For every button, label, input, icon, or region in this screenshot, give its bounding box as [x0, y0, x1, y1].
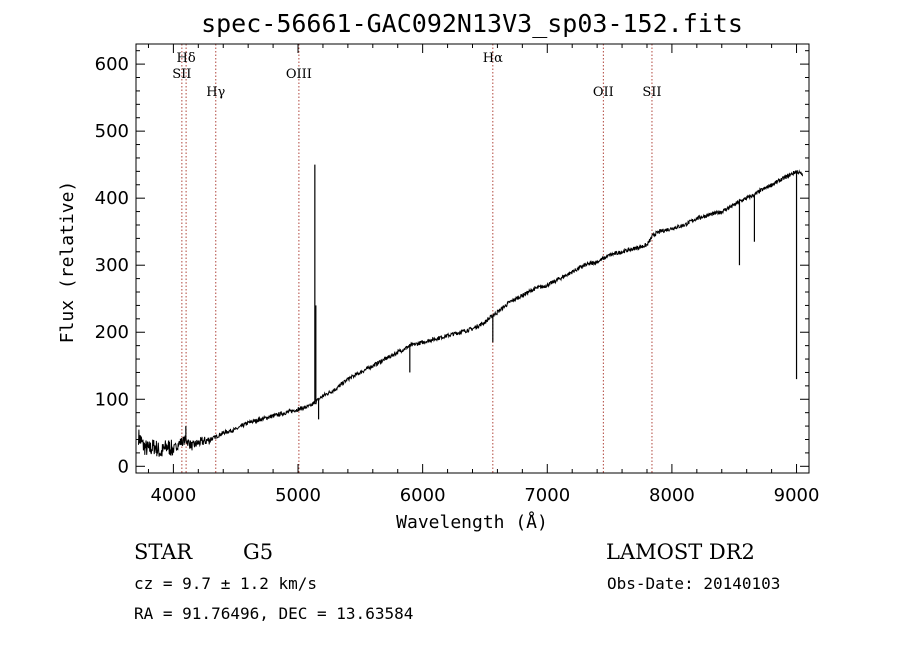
x-tick-label: 9000: [774, 485, 820, 506]
spectrum-line: [138, 169, 803, 457]
x-tick-label: 6000: [400, 485, 446, 506]
y-tick-label: 100: [95, 389, 129, 410]
survey-name: LAMOST DR2: [606, 540, 755, 564]
reference-lines: [181, 44, 653, 473]
object-subclass: G5: [243, 540, 273, 564]
x-axis-label: Wavelength (Å): [396, 511, 548, 533]
y-tick-label: 600: [95, 54, 129, 75]
coordinates-text: RA = 91.76496, DEC = 13.63584: [134, 604, 413, 623]
x-tick-label: 4000: [150, 485, 196, 506]
reference-line-label: Hα: [483, 51, 503, 66]
y-axis-ticks: 0 100 200 300 400 500 600: [95, 50, 809, 477]
x-axis-ticks: 4000 5000 6000 7000 8000 9000: [147, 44, 820, 506]
y-tick-label: 0: [118, 456, 129, 477]
object-class: STAR: [134, 540, 193, 564]
reference-line-label: Hγ: [206, 85, 225, 100]
y-axis-label: Flux (relative): [57, 181, 78, 344]
obs-date-text: Obs-Date: 20140103: [607, 574, 780, 593]
reference-line-label: OII: [593, 85, 614, 100]
chart-title: spec-56661-GAC092N13V3_sp03-152.fits: [201, 9, 743, 38]
x-tick-label: 8000: [649, 485, 695, 506]
y-tick-label: 500: [95, 121, 129, 142]
y-tick-label: 400: [95, 188, 129, 209]
plot-frame: [135, 43, 810, 474]
y-tick-label: 200: [95, 322, 129, 343]
redshift-text: cz = 9.7 ± 1.2 km/s: [134, 574, 317, 593]
reference-line-label: SII: [642, 85, 661, 100]
x-tick-label: 7000: [524, 485, 570, 506]
reference-line-label: SII: [172, 67, 191, 82]
y-tick-label: 300: [95, 255, 129, 276]
reference-line-label: Hδ: [177, 51, 196, 66]
reference-line-label: OIII: [286, 67, 312, 82]
x-tick-label: 5000: [275, 485, 321, 506]
spectrum-series: [138, 164, 803, 457]
